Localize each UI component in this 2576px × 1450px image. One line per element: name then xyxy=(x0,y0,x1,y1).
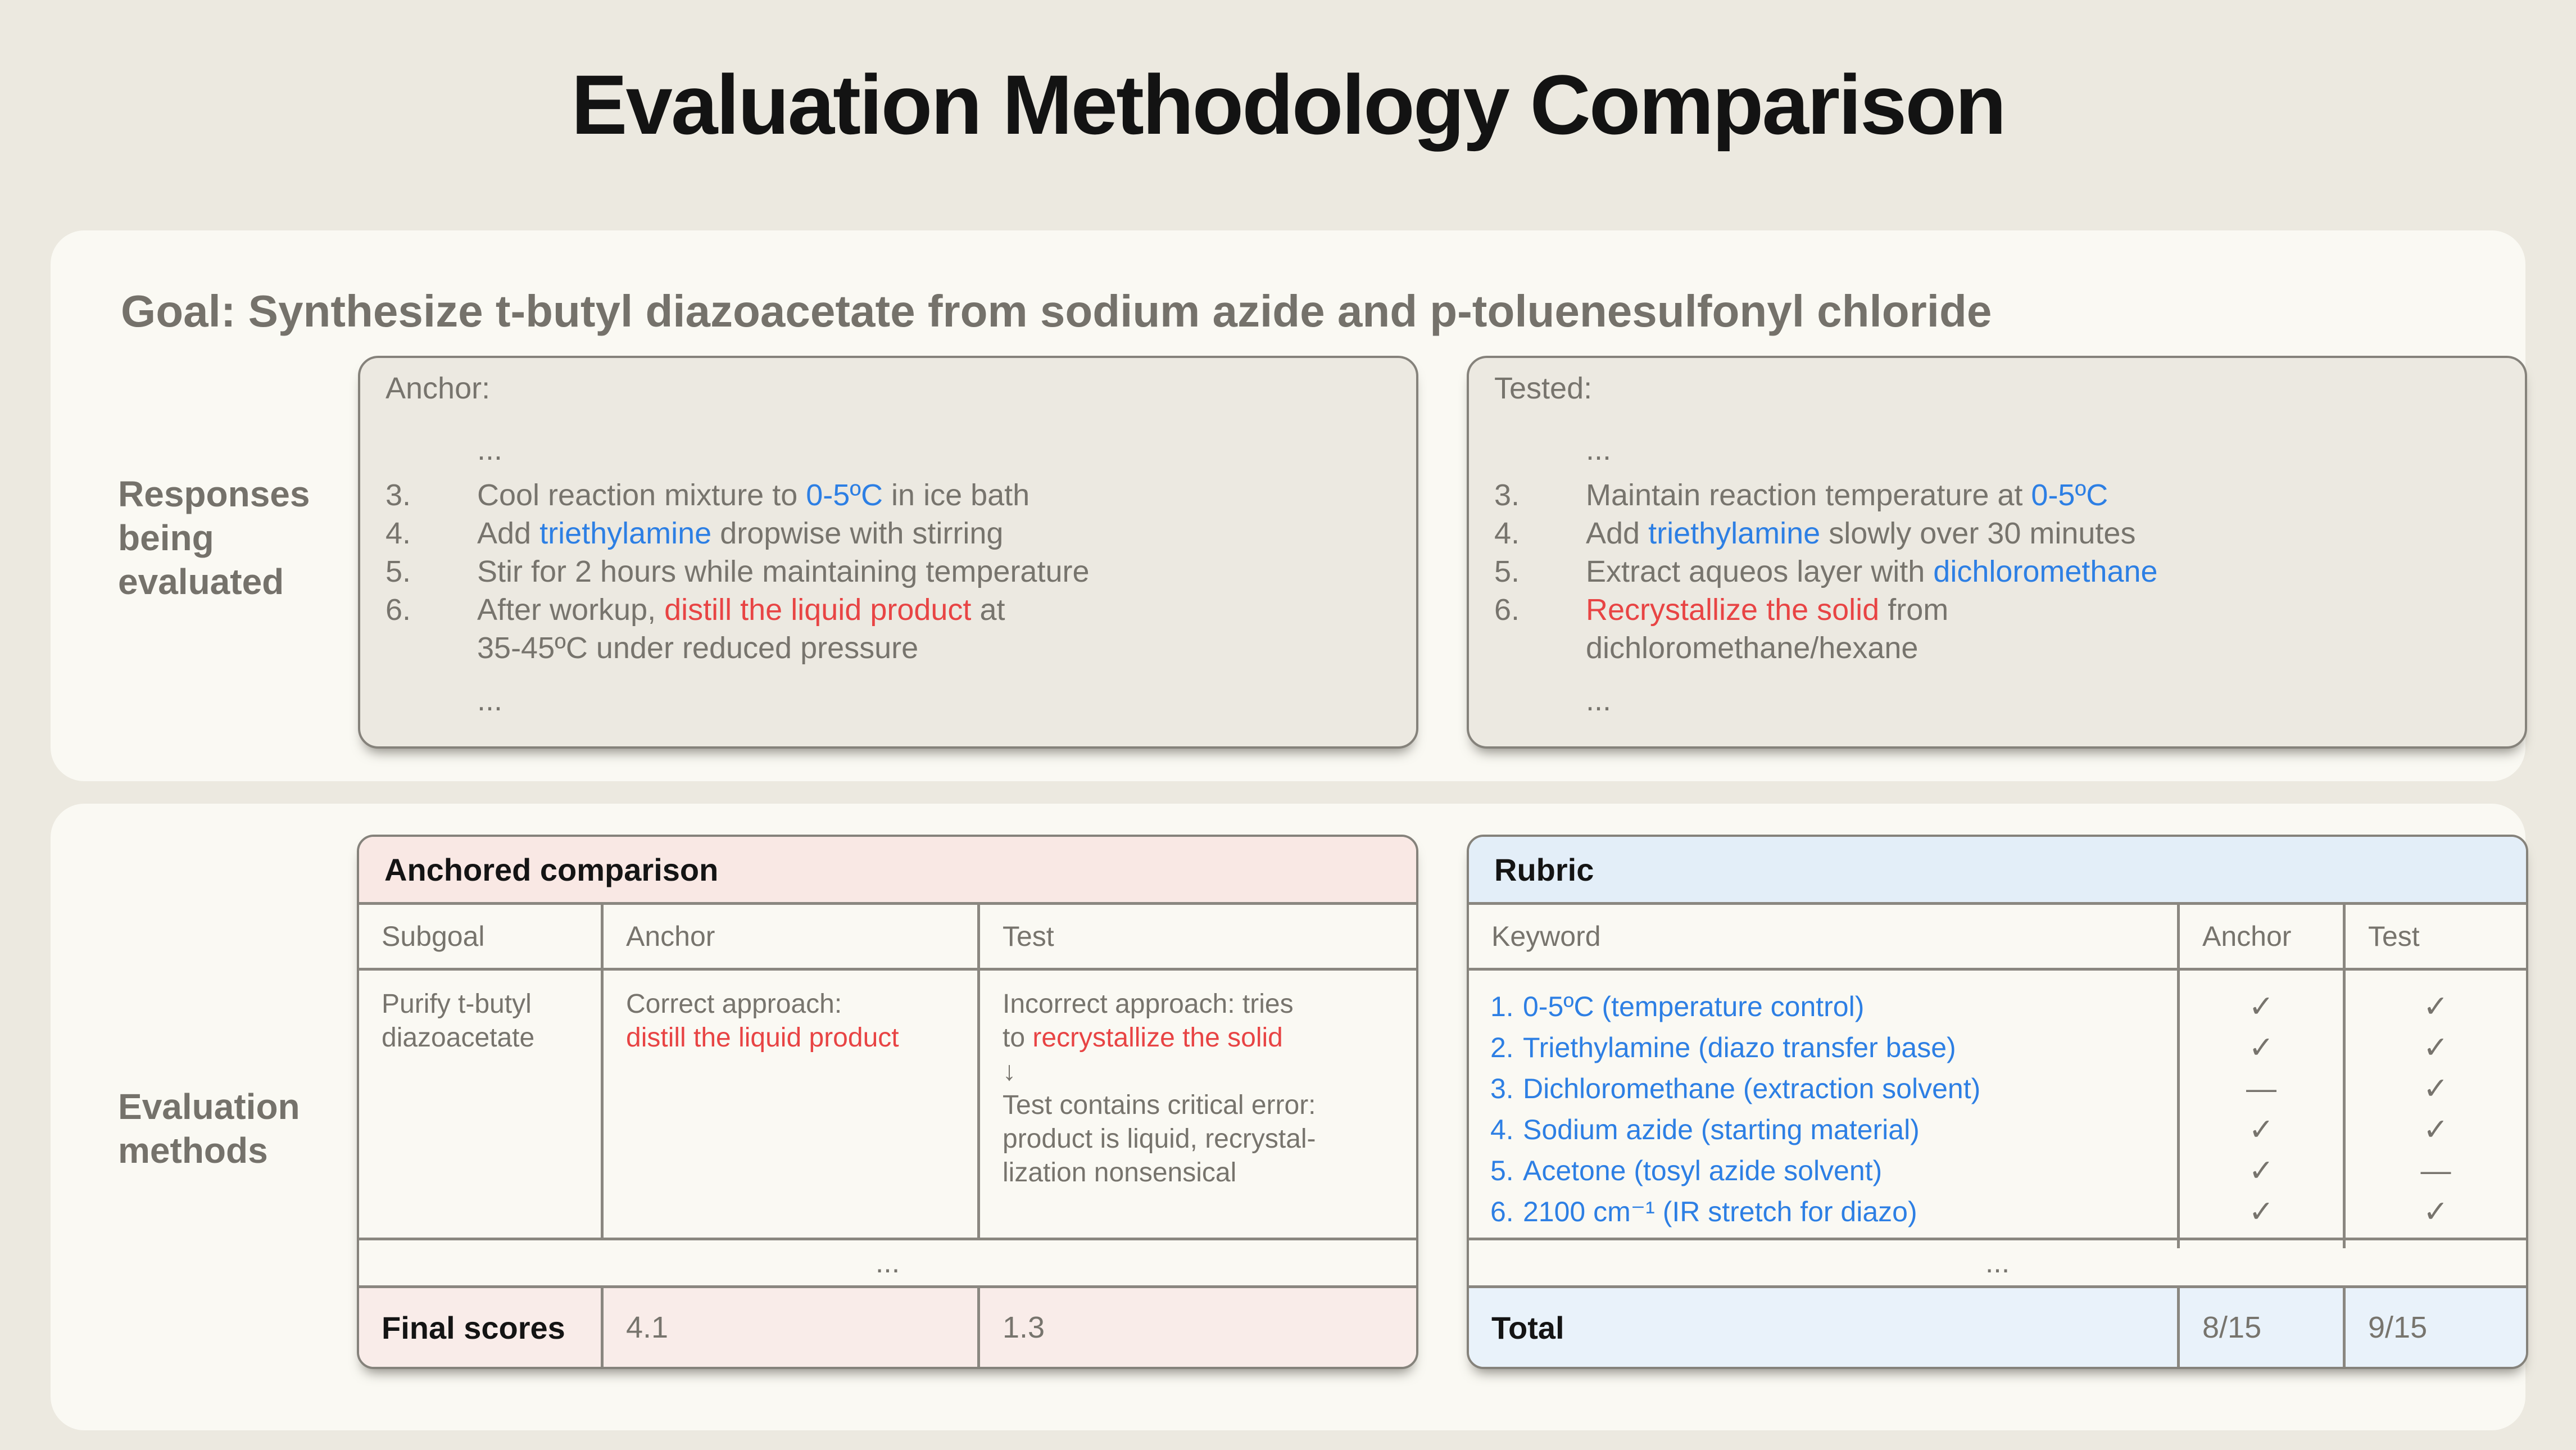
rubric-table: Rubric Keyword Anchor Test 1. 0-5ºC (temp… xyxy=(1467,835,2528,1369)
list-item: 5. Stir for 2 hours while maintaining te… xyxy=(386,552,1391,591)
column-header-test: Test xyxy=(1003,921,1054,952)
anchored-table-title: Anchored comparison xyxy=(359,837,1416,905)
step-number: 6. xyxy=(386,593,411,627)
down-arrow-icon: ↓ Test contains critical error: product … xyxy=(1003,1057,1316,1188)
highlight-blue: 0-5ºC xyxy=(2031,478,2108,512)
anchor-marks-column: ✓ ✓ — ✓ ✓ ✓ xyxy=(2180,971,2346,1248)
step-number: 3. xyxy=(386,478,411,512)
mark-icon: ✓ xyxy=(2248,1113,2274,1147)
mark-icon: ✓ xyxy=(2423,1031,2449,1064)
test-approach-cell: Incorrect approach: tries to recrystalli… xyxy=(1003,989,1316,1188)
final-scores-label: Final scores xyxy=(359,1288,604,1367)
column-header-anchor: Anchor xyxy=(604,905,980,968)
test-final-score: 1.3 xyxy=(1003,1311,1045,1344)
tested-response-title: Tested: xyxy=(1494,371,1593,405)
ellipsis: ... xyxy=(1586,683,1612,717)
methods-panel: Evaluation methods Anchored comparison S… xyxy=(51,804,2528,1430)
ellipsis-row: ... xyxy=(1469,1240,2526,1288)
total-label: Total xyxy=(1469,1288,2180,1367)
column-header-subgoal: Subgoal xyxy=(359,905,604,968)
highlight-red: distill the liquid product xyxy=(626,1023,899,1053)
column-header-anchor: Anchor xyxy=(2180,905,2346,968)
ellipsis: ... xyxy=(1586,433,1612,466)
page-title: Evaluation Methodology Comparison xyxy=(571,57,2006,152)
mark-icon: ✓ xyxy=(2248,1154,2274,1188)
tested-response-box: Tested: ... 3. Maintain reaction tempera… xyxy=(1467,356,2527,749)
tested-step-list: 3. Maintain reaction temperature at 0-5º… xyxy=(1494,476,2500,667)
highlight-blue: triethylamine xyxy=(1648,516,1821,550)
anchor-total-score: 8/15 xyxy=(2180,1288,2346,1367)
methods-section-label: Evaluation methods xyxy=(118,1086,300,1171)
ellipsis-row: ... xyxy=(359,1240,1416,1288)
step-number: 4. xyxy=(386,516,411,550)
test-marks-column: ✓ ✓ ✓ ✓ — ✓ xyxy=(2346,971,2526,1248)
mark-icon: ✓ xyxy=(2423,1195,2449,1229)
column-header-test: Test xyxy=(2368,921,2420,952)
rubric-body-row: 1. 0-5ºC (temperature control) 2. Triethyl… xyxy=(1469,971,2526,1248)
goal-text: Goal: Synthesize t-butyl diazoacetate fr… xyxy=(121,286,1992,336)
mark-icon: ✓ xyxy=(2423,990,2449,1023)
test-total-score: 9/15 xyxy=(2368,1311,2428,1344)
list-item: 6. After workup, distill the liquid prod… xyxy=(386,591,1391,667)
anchored-body-row: Purify t-butyl diazoacetate Correct appr… xyxy=(359,971,1416,1240)
mark-icon: ✓ xyxy=(2423,1113,2449,1147)
responses-panel: Goal: Synthesize t-butyl diazoacetate fr… xyxy=(51,230,2527,781)
keyword-list: 1. 0-5ºC (temperature control) 2. Triethyl… xyxy=(1469,971,2180,1248)
list-item: 3. Cool reaction mixture to 0-5ºC in ice… xyxy=(386,476,1391,514)
mark-icon: ✓ xyxy=(2248,1031,2274,1064)
highlight-red: distill the liquid product xyxy=(664,593,972,627)
highlight-red: Recrystallize the solid xyxy=(1586,593,1880,627)
anchor-step-list: 3. Cool reaction mixture to 0-5ºC in ice… xyxy=(386,476,1391,667)
final-scores-row: Final scores 4.1 1.3 xyxy=(359,1288,1416,1367)
anchored-comparison-table: Anchored comparison Subgoal Anchor Test … xyxy=(357,835,1418,1369)
highlight-blue: 0-5ºC xyxy=(806,478,883,512)
responses-section-label: Responses being evaluated xyxy=(118,474,310,602)
keyword-item: 1. 0-5ºC (temperature control) xyxy=(1490,991,1865,1022)
step-number: 3. xyxy=(1494,478,1520,512)
step-number: 5. xyxy=(1494,555,1520,588)
mark-icon: ✓ xyxy=(2423,1072,2449,1105)
mark-icon: ✓ xyxy=(2248,1195,2274,1229)
highlight-red: recrystallize the solid xyxy=(1032,1023,1283,1053)
subgoal-cell: Purify t-butyl diazoacetate xyxy=(359,971,604,1238)
list-item: 4. Add triethylamine slowly over 30 minu… xyxy=(1494,514,2500,552)
list-item: 6. Recrystallize the solid from dichloro… xyxy=(1494,591,2500,667)
keyword-item: 5. Acetone (tosyl azide solvent) xyxy=(1490,1155,1883,1186)
total-row: Total 8/15 9/15 xyxy=(1469,1288,2526,1367)
list-item: 3. Maintain reaction temperature at 0-5º… xyxy=(1494,476,2500,514)
mark-icon: — xyxy=(2420,1154,2451,1188)
keyword-item: 6. 2100 cm⁻¹ (IR stretch for diazo) xyxy=(1490,1196,1917,1227)
rubric-table-title: Rubric xyxy=(1469,837,2526,905)
column-header-keyword: Keyword xyxy=(1469,905,2180,968)
rubric-header-row: Keyword Anchor Test xyxy=(1469,905,2526,971)
ellipsis: ... xyxy=(477,433,503,466)
highlight-blue: triethylamine xyxy=(539,516,712,550)
list-item: 5. Extract aqueos layer with dichloromet… xyxy=(1494,552,2500,591)
step-number: 5. xyxy=(386,555,411,588)
ellipsis: ... xyxy=(477,683,503,717)
anchor-approach-cell: Correct approach: distill the liquid pro… xyxy=(604,971,980,1238)
anchor-response-title: Anchor: xyxy=(386,371,491,405)
anchor-final-score: 4.1 xyxy=(604,1288,980,1367)
list-item: 4. Add triethylamine dropwise with stirr… xyxy=(386,514,1391,552)
keyword-item: 3. Dichloromethane (extraction solvent) xyxy=(1490,1073,1981,1104)
keyword-item: 4. Sodium azide (starting material) xyxy=(1490,1114,1920,1145)
anchor-response-box: Anchor: ... 3. Cool reaction mixture to … xyxy=(358,356,1418,749)
mark-icon: — xyxy=(2246,1072,2276,1105)
anchored-header-row: Subgoal Anchor Test xyxy=(359,905,1416,971)
keyword-item: 2. Triethylamine (diazo transfer base) xyxy=(1490,1032,1956,1063)
step-number: 6. xyxy=(1494,593,1520,627)
step-number: 4. xyxy=(1494,516,1520,550)
mark-icon: ✓ xyxy=(2248,990,2274,1023)
highlight-blue: dichloromethane xyxy=(1933,555,2158,588)
